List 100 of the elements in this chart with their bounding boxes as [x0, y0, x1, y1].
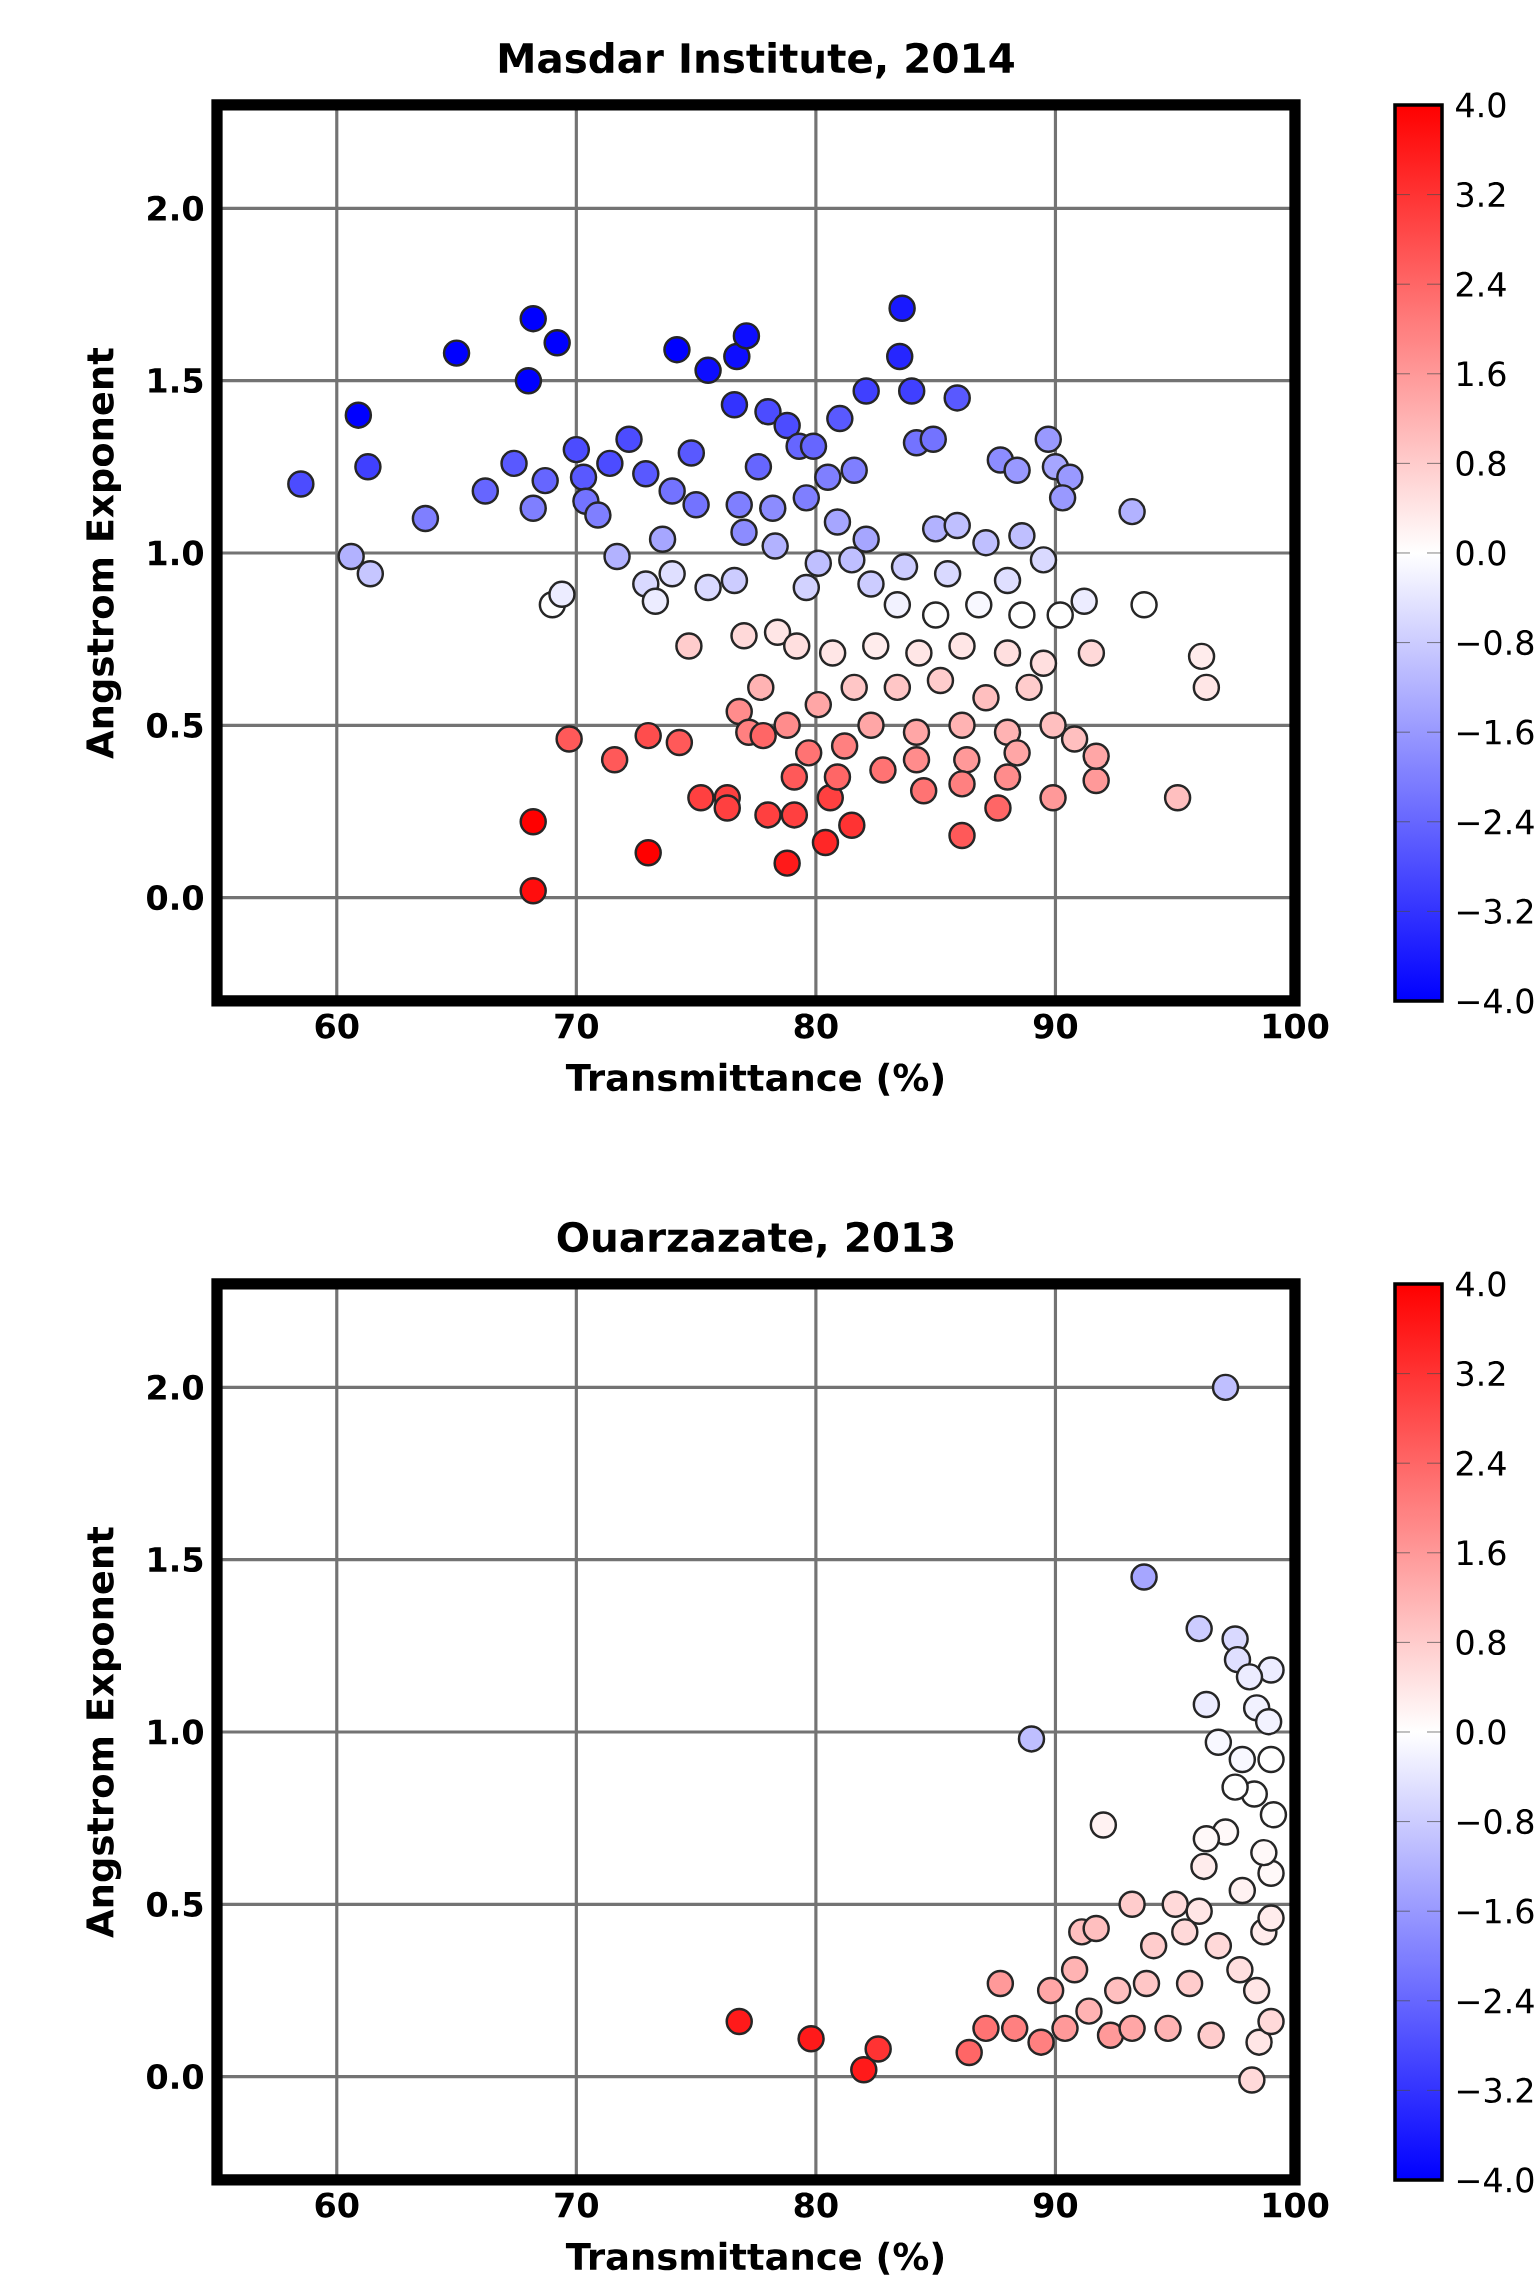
x-tick-label: 80 — [794, 2192, 838, 2218]
point — [1075, 1997, 1103, 2025]
x-tick-label: 60 — [315, 1013, 359, 1039]
point — [1051, 2014, 1079, 2043]
point — [1060, 1956, 1089, 1984]
point — [1130, 1563, 1158, 1591]
y-tick-label: 2.0 — [148, 1374, 204, 1401]
point — [1228, 1745, 1257, 1774]
y-tick-label: 1.5 — [149, 368, 203, 394]
color-bar-label: −0.8 — [1457, 629, 1534, 656]
point — [1192, 1825, 1221, 1853]
color-bar-label: −1.6 — [1457, 1898, 1534, 1924]
point — [1245, 2028, 1273, 2056]
y-axis-title: Angstrom Exponent — [86, 1527, 122, 1938]
point — [1154, 2014, 1182, 2043]
point — [1000, 2014, 1029, 2043]
x-tick-label: 80 — [794, 1013, 838, 1039]
point — [1250, 1838, 1278, 1867]
point — [1211, 1373, 1240, 1402]
point — [1171, 1918, 1199, 1946]
point — [1257, 1745, 1285, 1774]
point — [1139, 1931, 1168, 1960]
point — [1185, 1897, 1213, 1925]
point — [1238, 2066, 1266, 2094]
point — [1257, 1904, 1285, 1932]
point — [864, 2035, 892, 2063]
color-bar-label: −2.4 — [1457, 809, 1534, 835]
color-bar-label: −4.0 — [1457, 2167, 1534, 2193]
point — [1192, 1690, 1221, 1719]
point — [797, 2024, 825, 2053]
y-tick-label: 1.0 — [149, 540, 204, 566]
color-bar-label: −4.0 — [1457, 988, 1534, 1014]
y-tick-label: 1.5 — [149, 1547, 203, 1573]
point — [986, 1969, 1015, 1998]
color-bar-label: 4.0 — [1456, 92, 1506, 118]
y-tick-label: 0.0 — [147, 2063, 204, 2090]
x-tick-label: 60 — [315, 2192, 359, 2218]
point — [1082, 1914, 1110, 1943]
y-tick-label: 1.0 — [149, 1719, 204, 1745]
point — [1175, 1969, 1204, 1998]
point — [850, 2055, 878, 2084]
point — [725, 2007, 753, 2036]
point — [1204, 1931, 1233, 1960]
x-axis-title: Transmittance (%) — [565, 1062, 944, 1096]
color-bar-label: 1.6 — [1458, 361, 1506, 387]
color-bar-label: 2.4 — [1456, 271, 1506, 297]
point — [1259, 1800, 1288, 1829]
chart-title: Masdar Institute, 2014 — [499, 42, 1014, 79]
color-bar-label: −0.8 — [1457, 1808, 1534, 1835]
point — [1257, 2007, 1285, 2036]
color-bar-label: −3.2 — [1457, 2077, 1533, 2104]
point — [1226, 1956, 1254, 1984]
point — [1197, 2021, 1225, 2049]
color-bar-label: −2.4 — [1457, 1988, 1534, 2014]
color-bar-label: 4.0 — [1456, 1271, 1506, 1297]
y-tick-label: 0.5 — [147, 712, 203, 738]
y-axis-title: Angstrom Exponent — [86, 348, 122, 759]
x-tick-label: 90 — [1033, 2192, 1078, 2218]
color-bar-label: 0.0 — [1456, 1719, 1506, 1745]
point — [1257, 1859, 1285, 1888]
y-tick-label: 2.0 — [148, 195, 204, 222]
x-axis-title: Transmittance (%) — [565, 2241, 944, 2275]
color-bar-label: 3.2 — [1456, 181, 1505, 208]
point — [1089, 1811, 1118, 1839]
x-tick-label: 100 — [1263, 1013, 1329, 1039]
point — [1254, 1707, 1283, 1736]
y-tick-label: 0.5 — [147, 1891, 203, 1917]
color-bar-label: −1.6 — [1457, 719, 1534, 745]
point — [1017, 1725, 1046, 1753]
point — [1027, 2028, 1055, 2056]
x-tick-label: 70 — [555, 2192, 598, 2218]
point — [955, 2038, 983, 2067]
chart-title: Ouarzazate, 2013 — [557, 1221, 954, 1258]
point — [1132, 1969, 1161, 1998]
point — [1096, 2021, 1125, 2049]
point — [1242, 1976, 1271, 2005]
point — [1161, 1890, 1189, 1919]
point — [1103, 1976, 1132, 2005]
point — [1190, 1852, 1218, 1881]
point — [1228, 1876, 1257, 1905]
y-tick-label: 0.0 — [147, 884, 204, 911]
point — [1036, 1976, 1065, 2005]
x-tick-label: 70 — [555, 1013, 598, 1039]
x-tick-label: 90 — [1033, 1013, 1078, 1039]
point — [1257, 1656, 1285, 1684]
point — [972, 2014, 1000, 2043]
point — [1221, 1773, 1249, 1801]
color-bar-label: 1.6 — [1458, 1540, 1506, 1566]
x-tick-label: 100 — [1263, 2192, 1329, 2218]
point — [1118, 2014, 1146, 2043]
color-bar-label: −3.2 — [1457, 898, 1533, 925]
color-bar-label: 0.0 — [1456, 540, 1506, 566]
point — [1204, 1728, 1233, 1757]
color-bar-label: 0.8 — [1456, 450, 1506, 477]
point — [1185, 1614, 1213, 1643]
point — [1118, 1890, 1146, 1919]
color-bar-label: 0.8 — [1456, 1629, 1506, 1656]
color-bar-label: 2.4 — [1456, 1450, 1506, 1476]
point — [1235, 1663, 1264, 1691]
color-bar-label: 3.2 — [1456, 1360, 1505, 1387]
